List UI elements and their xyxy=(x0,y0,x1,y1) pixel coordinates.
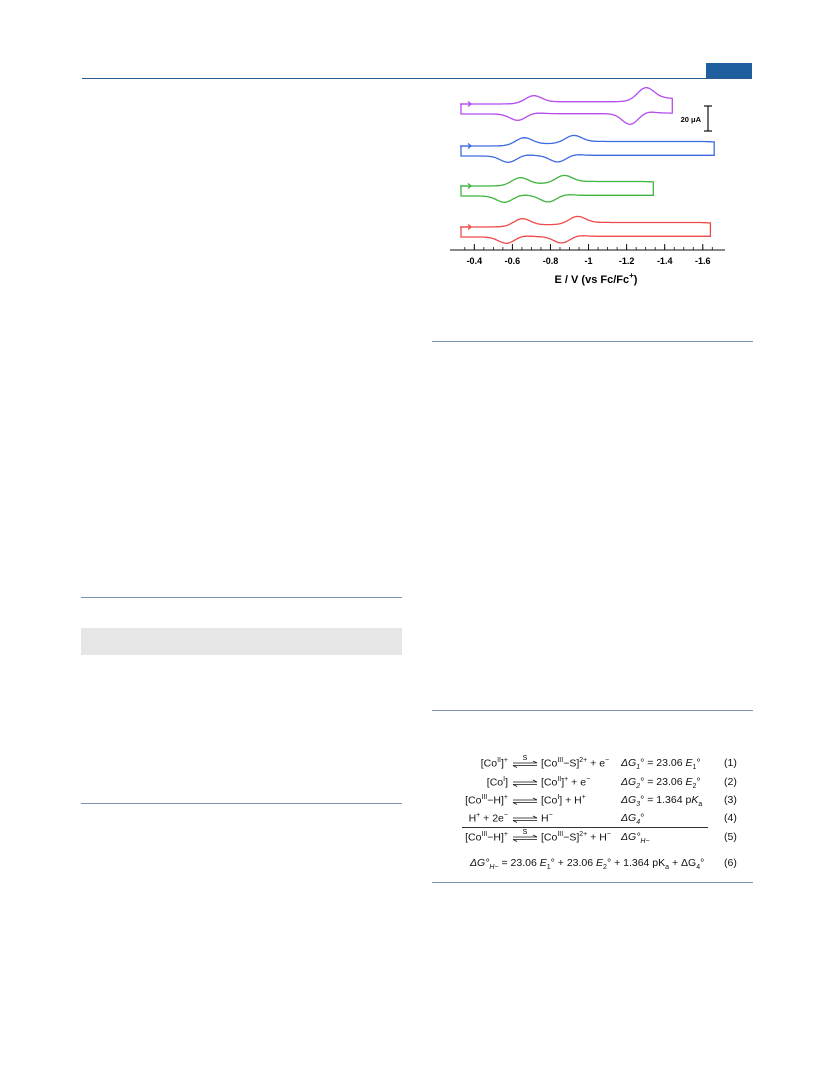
cv-trace-4 xyxy=(460,215,712,244)
scheme-reactant: H+ + 2e− xyxy=(468,812,508,825)
equilibrium-arrow-icon: S xyxy=(512,754,538,770)
cv-trace-1 xyxy=(460,87,673,125)
scheme-free-energy: ΔG°H− xyxy=(621,831,650,846)
cv-trace-3 xyxy=(460,174,654,203)
tick-label: -0.4 xyxy=(467,256,483,266)
equilibrium-arrow-icon xyxy=(512,773,538,789)
right-rule-3 xyxy=(432,882,753,883)
scheme-equation-number: (2) xyxy=(724,776,737,788)
scheme-equation-number: (4) xyxy=(724,812,737,824)
equation-6-number: (6) xyxy=(724,857,737,869)
scan-direction-arrow-icon xyxy=(460,224,473,230)
left-rule-1 xyxy=(81,597,402,598)
solvent-label: S xyxy=(523,829,528,836)
scheme-reactant: [CoIII−H]+ xyxy=(465,831,508,844)
tick-label: -0.8 xyxy=(543,256,559,266)
equilibrium-arrow-icon xyxy=(512,791,538,807)
scheme-product: [CoIII−S]2+ + H− xyxy=(541,831,611,844)
equilibrium-arrow-icon: S xyxy=(512,828,538,844)
equilibrium-arrow-icon xyxy=(512,809,538,825)
left-gray-bar xyxy=(81,628,402,655)
scan-direction-arrow-icon xyxy=(460,101,473,107)
x-axis: -0.4 -0.6 -0.8 -1 -1.2 -1.4 -1.6 xyxy=(450,244,725,266)
scheme-product: H− xyxy=(541,812,553,825)
scheme-reactant: [CoII]+ xyxy=(480,757,508,770)
cv-traces xyxy=(460,87,715,244)
scheme-product: [CoII]+ + e− xyxy=(541,776,591,789)
scan-direction-arrow-icon xyxy=(460,183,473,189)
right-rule-1 xyxy=(432,341,753,342)
scheme-equation-number: (1) xyxy=(724,757,737,769)
scheme-product: [CoI] + H+ xyxy=(541,794,586,807)
scheme-reactant: [CoIII−H]+ xyxy=(465,794,508,807)
scheme-equation-number: (5) xyxy=(724,831,737,843)
scheme-free-energy: ΔG4° xyxy=(621,812,645,827)
scale-bar-label: 20 μA xyxy=(681,115,702,124)
scheme-reactant: [CoI] xyxy=(486,776,508,789)
scheme-sum-line xyxy=(462,827,708,828)
cv-trace-2 xyxy=(460,134,715,163)
scheme-free-energy: ΔG1° = 23.06 E1° xyxy=(621,757,701,772)
solvent-label: S xyxy=(523,755,528,762)
tick-label: -1 xyxy=(585,256,593,266)
right-rule-2 xyxy=(432,710,753,711)
scale-bar: 20 μA xyxy=(681,105,712,132)
left-rule-2 xyxy=(81,803,402,804)
tick-label: -0.6 xyxy=(505,256,521,266)
scan-direction-arrow-icon xyxy=(460,143,473,149)
x-axis-label: E / V (vs Fc/Fc+) xyxy=(555,271,638,286)
equation-6: ΔG°H− = 23.06 E1° + 23.06 E2° + 1.364 pK… xyxy=(470,857,705,872)
cv-figure: -0.4 -0.6 -0.8 -1 -1.2 -1.4 -1.6 20 μA E / V (… xyxy=(450,87,725,286)
tick-label: -1.4 xyxy=(657,256,673,266)
tick-label: -1.6 xyxy=(695,256,711,266)
header-tab xyxy=(706,63,752,78)
scheme-product: [CoIII−S]2+ + e− xyxy=(541,757,610,770)
scheme-equation-number: (3) xyxy=(724,794,737,806)
header-rule xyxy=(82,78,752,79)
tick-label: -1.2 xyxy=(619,256,635,266)
scheme-free-energy: ΔG3° = 1.364 pKa xyxy=(621,794,703,809)
scheme-free-energy: ΔG2° = 23.06 E2° xyxy=(621,776,701,791)
